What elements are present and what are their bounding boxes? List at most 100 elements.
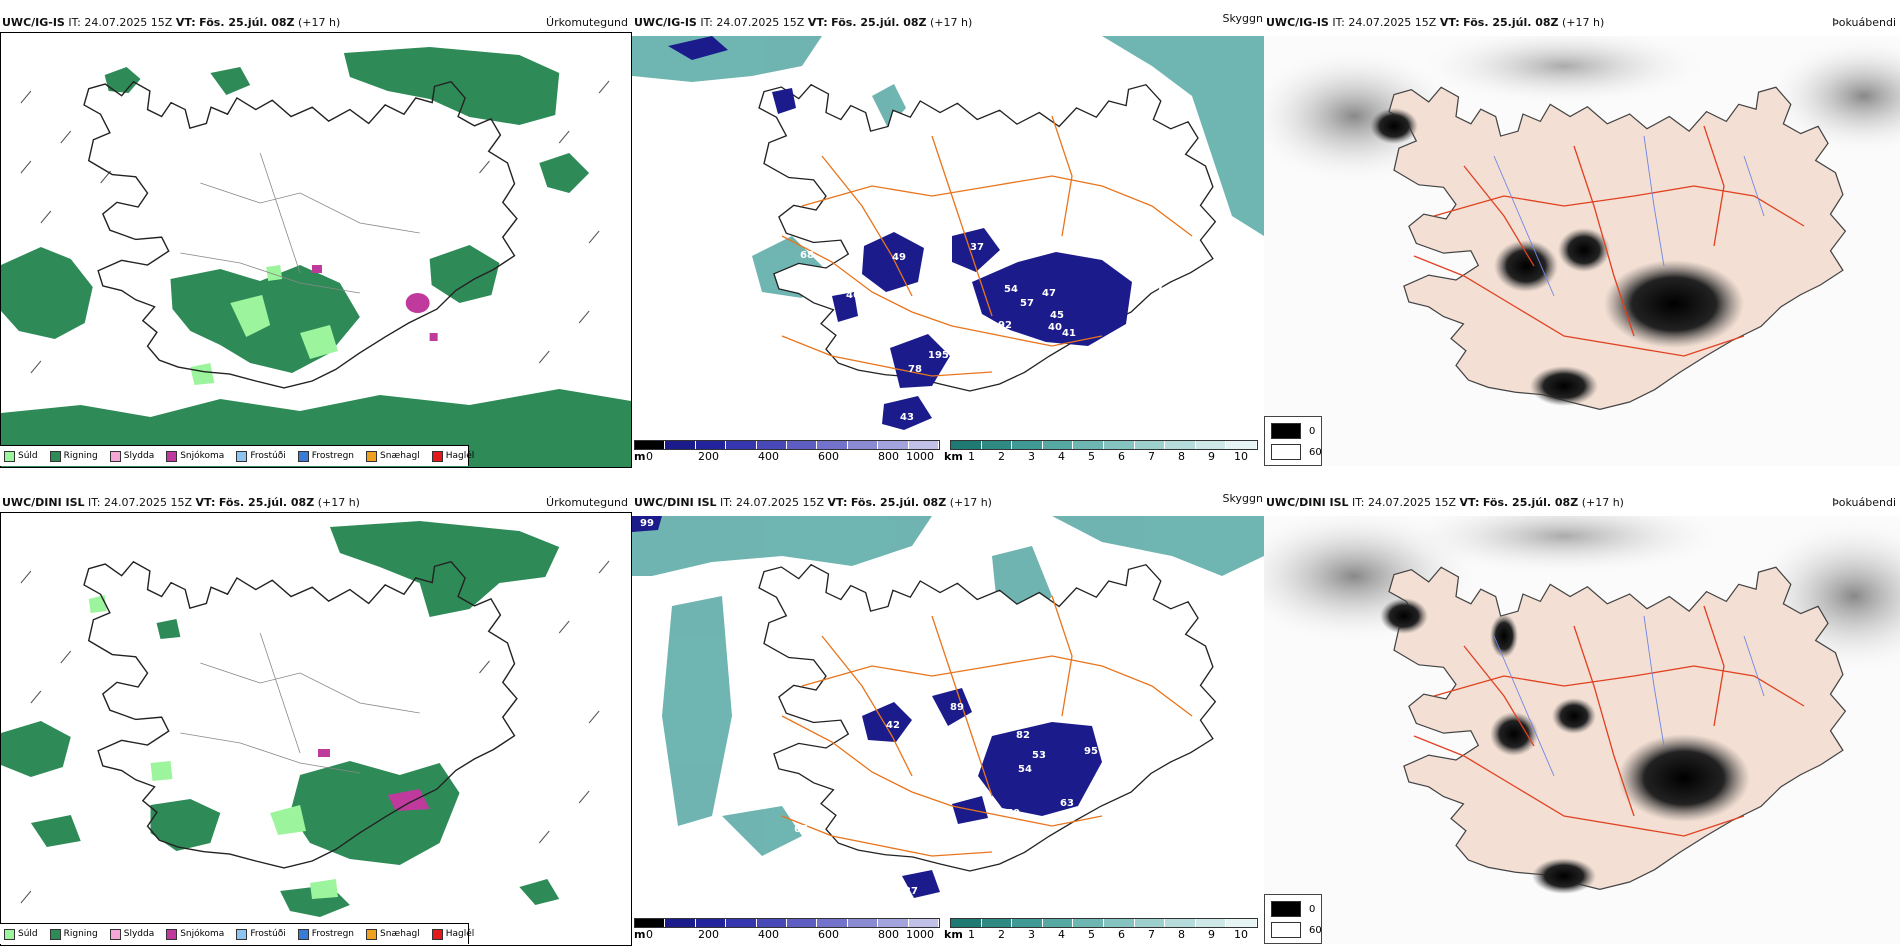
legend-label: Snæhagl	[380, 451, 420, 461]
legend-label: Rigning	[63, 451, 98, 461]
vt-label: VT:	[1439, 16, 1460, 29]
legend-label: Frostregn	[311, 451, 355, 461]
swatch	[4, 928, 15, 940]
panel-title: Þokuábendi	[1832, 16, 1896, 29]
legend-value: 60	[1309, 446, 1322, 458]
panel-title: Skyggni	[1222, 14, 1264, 25]
vt-time: Fös. 25.júl. 08Z	[1482, 496, 1579, 509]
vt-label: VT:	[827, 496, 848, 509]
swatch	[366, 450, 378, 462]
vis-value: 40	[1048, 322, 1062, 333]
fog-legend-row: 0	[1271, 423, 1315, 439]
legend-label: Frostúði	[250, 929, 286, 939]
vis-value: 78	[908, 364, 922, 375]
lead-time: (+17 h)	[930, 16, 973, 29]
legend-item-freezing-rain: Frostregn	[297, 928, 354, 940]
vt-label: VT:	[175, 16, 196, 29]
visibility-map[interactable]: 42 89 82 53 54 95 86 56 37 43 67 63 31 2…	[632, 516, 1264, 916]
legend-item-drizzle: Súld	[4, 928, 38, 940]
vis-value: 43	[940, 412, 954, 423]
precip-type-map[interactable]	[0, 512, 632, 946]
it-time: 24.07.2025 15Z	[716, 16, 805, 29]
swatch	[431, 450, 443, 462]
swatch	[109, 928, 121, 940]
swatch	[109, 450, 121, 462]
vis-value: 47	[1042, 288, 1056, 299]
panel-title: Þokuábendi	[1832, 496, 1896, 509]
colorbar-tick: 0	[646, 450, 653, 463]
colorbar-tick: 200	[698, 450, 719, 463]
vis-value-labels-row1: 49 37 54 57 47 45 40 41 92 78 43 43 33 6…	[700, 242, 1164, 423]
legend-label: Frostúði	[250, 451, 286, 461]
colorbar-tick: 1	[968, 450, 975, 463]
vt-time: Fös. 25.júl. 08Z	[218, 496, 315, 509]
colorbar-tick: 5	[1088, 928, 1095, 941]
precip-legend: Súld Rigning Slydda Snjókoma Frostúði Fr…	[0, 445, 474, 466]
swatch	[236, 928, 248, 940]
colorbar-strip	[950, 918, 1258, 928]
swatch	[236, 450, 248, 462]
colorbar-tick: 600	[818, 450, 839, 463]
colorbar-tick: 6	[1118, 450, 1125, 463]
vis-value: 37	[970, 242, 984, 253]
colorbar-tick: 600	[818, 928, 839, 941]
vis-value: 91	[840, 320, 854, 331]
colorbar-tick: 5	[1088, 450, 1095, 463]
fog-panel-row1: UWC/IG-IS IT: 24.07.2025 15Z VT: Fös. 25…	[1264, 14, 1900, 466]
visibility-m-colorbar: m 0 200 400 600 800 1000	[634, 916, 944, 942]
colorbar-tick: 400	[758, 928, 779, 941]
fog-legend: 0 60	[1264, 894, 1322, 944]
visibility-m-colorbar: m 0 200 400 600 800 1000	[634, 438, 944, 464]
visibility-map[interactable]: 49 37 54 57 47 45 40 41 92 78 43 43 33 6…	[632, 36, 1264, 438]
colorbar-tick: 4	[1058, 450, 1065, 463]
vis-value: 63	[1060, 798, 1074, 809]
visibility-km-colorbar: km 1 2 3 4 5 6 7 8 9 10	[944, 916, 1262, 942]
vis-value: 87	[1150, 282, 1164, 293]
vis-value: 68	[800, 250, 814, 261]
fog-map[interactable]	[1264, 36, 1900, 466]
legend-item-snow: Snjókoma	[166, 928, 224, 940]
swatch	[431, 928, 443, 940]
legend-item-drizzle: Súld	[4, 450, 38, 462]
it-label: IT:	[68, 16, 81, 29]
colorbar-tick: 8	[1178, 450, 1185, 463]
vt-time: Fös. 25.júl. 08Z	[199, 16, 295, 29]
lead-time: (+17 h)	[317, 496, 360, 509]
precip-type-map[interactable]	[0, 32, 632, 468]
legend-item-freezing-drizzle: Frostúði	[236, 928, 286, 940]
lead-time: (+17 h)	[949, 496, 992, 509]
legend-item-snow-pellets: Snæhagl	[366, 450, 420, 462]
colorbar-tick: 1	[968, 928, 975, 941]
vis-value: 49	[892, 252, 906, 263]
colorbar-tick: 1000	[906, 928, 934, 941]
visibility-km-colorbar: km 1 2 3 4 5 6 7 8 9 10	[944, 438, 1262, 464]
vis-value: 43	[900, 412, 914, 423]
swatch	[1271, 901, 1301, 917]
vis-value: 82	[1016, 730, 1030, 741]
colorbar-unit: km	[944, 450, 963, 463]
swatch	[297, 928, 309, 940]
colorbar-tick: 800	[878, 450, 899, 463]
legend-item-rain: Rigning	[49, 450, 98, 462]
it-label: IT:	[1352, 496, 1365, 509]
legend-value: 60	[1309, 924, 1322, 936]
panel-header: UWC/DINI ISL IT: 24.07.2025 15Z VT: Fös.…	[1264, 494, 1900, 512]
precip-type-panel-row2: UWC/DINI ISL IT: 24.07.2025 15Z VT: Fös.…	[0, 494, 632, 946]
legend-item-freezing-drizzle: Frostúði	[236, 450, 286, 462]
fog-legend-row: 60	[1271, 444, 1322, 460]
legend-value: 0	[1309, 425, 1316, 437]
legend-item-hail: Haglél	[431, 450, 474, 462]
colorbar-tick: 200	[698, 928, 719, 941]
panel-title: Skyggni	[1222, 494, 1264, 505]
vis-value: 67	[794, 824, 808, 835]
fog-map[interactable]	[1264, 516, 1900, 944]
legend-item-hail: Haglél	[431, 928, 474, 940]
panel-title: Úrkomutegund	[546, 16, 628, 29]
model-name: UWC/IG-IS	[2, 16, 65, 29]
vt-label: VT:	[195, 496, 216, 509]
precip-legend: Súld Rigning Slydda Snjókoma Frostúði Fr…	[0, 923, 474, 944]
legend-label: Snæhagl	[380, 929, 420, 939]
legend-item-sleet: Slydda	[109, 928, 154, 940]
swatch	[49, 928, 61, 940]
fog-legend: 0 60	[1264, 416, 1322, 466]
